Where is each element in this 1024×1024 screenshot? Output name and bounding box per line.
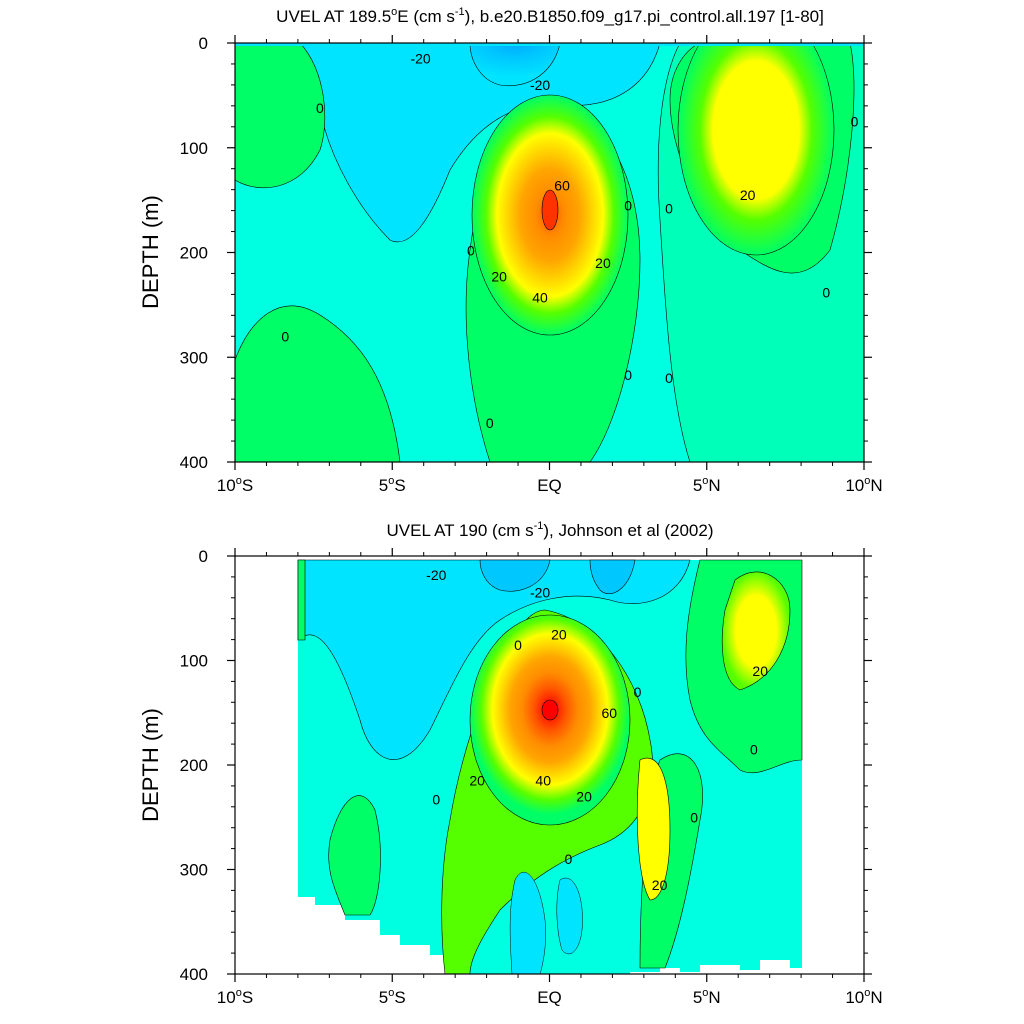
top-contour-labels: -20 -20 0 60 0 0 20 0 0 20 40 20 0 0 0 0 0 (281, 51, 858, 432)
bottom-deep-cyan-west (509, 872, 546, 974)
bottom-west-green-strip (297, 559, 306, 641)
top-contour-field: -20 -20 0 60 0 0 20 0 0 20 40 20 0 0 0 0 0 (235, 43, 864, 462)
x-tick-label: EQ (537, 476, 562, 495)
y-tick-label: 200 (180, 244, 208, 263)
contour-label: -20 (530, 77, 550, 93)
y-tick-label: 100 (180, 652, 208, 671)
top-y-axis-title: DEPTH (m) (138, 195, 163, 309)
top-euc-max (541, 189, 559, 231)
contour-label: 0 (467, 242, 475, 258)
y-tick-label: 400 (180, 965, 208, 984)
contour-label: 20 (595, 255, 611, 271)
y-tick-label: 0 (199, 547, 208, 566)
y-tick-label: 0 (199, 34, 208, 53)
contour-label: 0 (665, 370, 673, 386)
contour-label: 0 (851, 114, 859, 130)
contour-label: 0 (822, 284, 830, 300)
x-tick-label: 10oS (217, 987, 253, 1007)
contour-label: 0 (514, 637, 522, 653)
contour-label: 60 (601, 705, 617, 721)
top-necc-core (677, 43, 835, 256)
panel-top: UVEL AT 189.5oE (cm s-1), b.e20.B1850.f0… (138, 6, 883, 495)
bottom-x-axis: 10oS 5oS EQ 5oN 10oN (217, 548, 883, 1007)
bottom-west-green-patch (328, 795, 381, 916)
contour-label: -20 (530, 585, 550, 601)
contour-label: 20 (740, 187, 756, 203)
bottom-contour-labels: -20 -20 20 0 20 0 60 0 20 40 20 0 0 0 20 (426, 567, 768, 893)
contour-label: 20 (491, 269, 507, 285)
contour-label: -20 (410, 51, 430, 67)
panel-bottom: UVEL AT 190 (cm s-1), Johnson et al (200… (138, 520, 883, 1007)
y-tick-label: 300 (180, 348, 208, 367)
contour-label: -20 (426, 567, 446, 583)
contour-label: 20 (652, 877, 668, 893)
contour-label: 0 (624, 367, 632, 383)
contour-label: 0 (432, 791, 440, 807)
contour-label: 0 (665, 201, 673, 217)
contour-label: 40 (532, 290, 548, 306)
bottom-strong-westward-east (589, 559, 636, 595)
bottom-secondary-jet (636, 757, 671, 901)
bottom-deep-cyan-east (556, 877, 583, 955)
bottom-strong-westward-west (479, 559, 551, 592)
y-tick-label: 400 (180, 453, 208, 472)
bottom-y-axis-title: DEPTH (m) (138, 708, 163, 822)
x-tick-label: 5oS (379, 987, 406, 1007)
bottom-euc-max (541, 699, 559, 721)
contour-label: 20 (752, 663, 768, 679)
contour-label: 0 (486, 415, 494, 431)
top-x-axis: 10oS 5oS EQ 5oN 10oN (217, 35, 883, 495)
contour-label: 0 (281, 328, 289, 344)
x-tick-label: EQ (537, 988, 562, 1007)
x-tick-label: 5oN (693, 987, 721, 1007)
contour-label: 20 (551, 626, 567, 642)
contour-label: 0 (624, 197, 632, 213)
x-tick-label: 10oN (845, 475, 882, 495)
x-tick-label: 10oS (217, 475, 253, 495)
contour-label: 20 (576, 788, 592, 804)
y-tick-label: 300 (180, 861, 208, 880)
x-tick-label: 5oN (693, 475, 721, 495)
panel-bottom-title: UVEL AT 190 (cm s-1), Johnson et al (200… (387, 520, 714, 540)
contour-label: 0 (750, 741, 758, 757)
top-west-lower-green (235, 305, 401, 462)
contour-label: 40 (535, 773, 551, 789)
top-west-upper-green (235, 43, 326, 189)
x-tick-label: 10oN (845, 987, 882, 1007)
y-tick-label: 100 (180, 139, 208, 158)
contour-label: 0 (316, 100, 324, 116)
top-surface-strip (235, 43, 864, 46)
contour-label: 60 (554, 177, 570, 193)
bottom-contour-field: -20 -20 20 0 20 0 60 0 20 40 20 0 0 0 20 (235, 556, 864, 974)
contour-label: 0 (690, 809, 698, 825)
x-tick-label: 5oS (379, 475, 406, 495)
contour-label: 0 (634, 684, 642, 700)
panel-top-title: UVEL AT 189.5oE (cm s-1), b.e20.B1850.f0… (276, 6, 824, 26)
y-tick-label: 200 (180, 756, 208, 775)
bottom-negative-region (297, 559, 691, 760)
bottom-necc-core (721, 571, 791, 691)
top-strong-westward-region (469, 43, 561, 87)
contour-label: 20 (469, 773, 485, 789)
contour-label: 0 (564, 851, 572, 867)
